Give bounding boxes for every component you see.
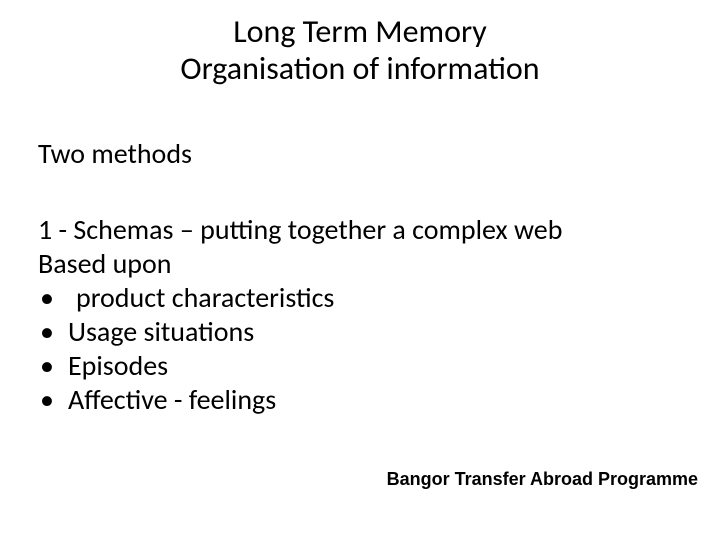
body-line-1: 1 - Schemas – putting together a complex… — [38, 213, 720, 247]
body-block: 1 - Schemas – putting together a complex… — [38, 213, 720, 418]
title-block: Long Term Memory Organisation of informa… — [0, 0, 720, 88]
bullet-text: product characteristics — [76, 280, 334, 315]
footer-text: Bangor Transfer Abroad Programme — [387, 469, 698, 490]
slide: Long Term Memory Organisation of informa… — [0, 0, 720, 540]
bullet-list: product characteristics Usage situations… — [38, 281, 720, 418]
subheading: Two methods — [38, 136, 720, 171]
bullet-item: Affective - feelings — [38, 383, 720, 417]
bullet-item: Usage situations — [38, 315, 720, 349]
body-line-2: Based upon — [38, 247, 720, 281]
bullet-text: Usage situations — [68, 314, 254, 349]
bullet-item: product characteristics — [38, 281, 720, 315]
title-line-1: Long Term Memory — [0, 14, 720, 51]
bullet-text: Affective - feelings — [68, 382, 276, 417]
title-line-2: Organisation of information — [0, 51, 720, 88]
bullet-item: Episodes — [38, 349, 720, 383]
bullet-text: Episodes — [68, 348, 168, 383]
